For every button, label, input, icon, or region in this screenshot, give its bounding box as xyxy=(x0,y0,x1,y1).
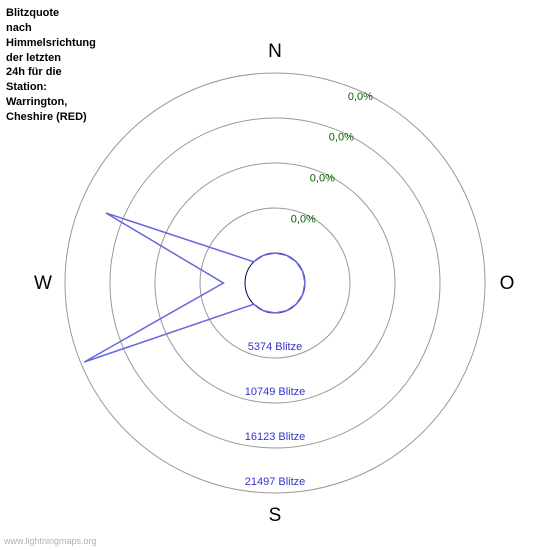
svg-text:5374 Blitze: 5374 Blitze xyxy=(248,341,302,353)
svg-text:S: S xyxy=(269,505,282,526)
svg-text:0,0%: 0,0% xyxy=(291,213,316,225)
svg-text:W: W xyxy=(34,273,52,294)
svg-text:16123 Blitze: 16123 Blitze xyxy=(245,431,306,443)
svg-text:0,0%: 0,0% xyxy=(310,172,335,184)
svg-text:N: N xyxy=(268,41,282,62)
polar-chart: 0,0% 0,0% 0,0% 0,0% 5374 Blitze 10749 Blitze… xyxy=(0,0,550,550)
svg-text:21497 Blitze: 21497 Blitze xyxy=(245,476,306,488)
svg-text:0,0%: 0,0% xyxy=(348,91,373,103)
svg-text:0,0%: 0,0% xyxy=(329,132,354,144)
svg-text:O: O xyxy=(500,273,515,294)
svg-text:10749 Blitze: 10749 Blitze xyxy=(245,386,306,398)
